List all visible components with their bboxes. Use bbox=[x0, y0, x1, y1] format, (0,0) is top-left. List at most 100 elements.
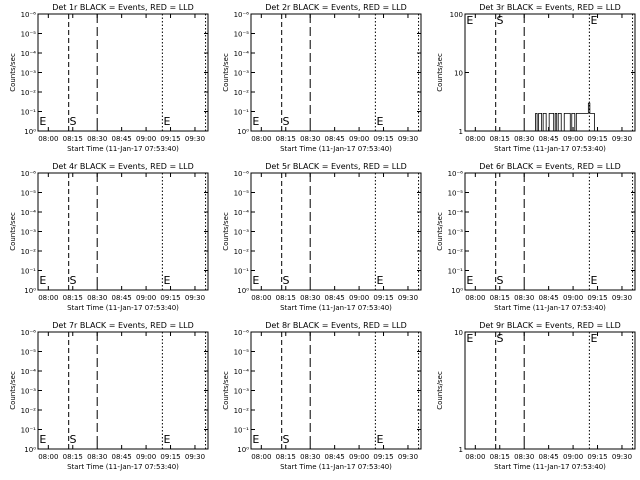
y-tick-label: 10⁰ bbox=[24, 446, 36, 454]
y-tick-label: 10⁻² bbox=[234, 407, 250, 415]
x-tick-label: 09:15 bbox=[587, 294, 607, 302]
x-tick-label: 08:30 bbox=[87, 453, 107, 461]
y-tick-label: 10⁻⁴ bbox=[234, 368, 250, 376]
chart-panel-8: Det 8r BLACK = Events, RED = LLD 10⁰ 10⁻¹ 1… bbox=[222, 321, 422, 471]
y-tick-label: 10⁻⁶ bbox=[21, 11, 37, 19]
y-tick-label: 10⁰ bbox=[451, 287, 463, 295]
y-tick-label: 10⁻⁶ bbox=[234, 170, 250, 178]
x-tick-label: 09:15 bbox=[587, 453, 607, 461]
x-tick-label: 09:15 bbox=[373, 135, 393, 143]
y-axis-label: Counts/sec bbox=[436, 371, 444, 410]
y-tick-label: 10⁻¹ bbox=[448, 268, 464, 276]
plot-frame bbox=[250, 13, 422, 132]
x-tick-label: 09:30 bbox=[185, 453, 205, 461]
y-tick-label: 10⁻¹ bbox=[21, 109, 37, 117]
x-tick-label: 08:00 bbox=[38, 453, 58, 461]
x-tick-label: 09:30 bbox=[398, 135, 418, 143]
y-tick-label: 10⁰ bbox=[237, 287, 249, 295]
x-tick-label: 09:30 bbox=[612, 135, 632, 143]
y-tick-label: 10⁻³ bbox=[448, 229, 464, 237]
y-tick-label: 1 bbox=[459, 128, 463, 136]
y-axis-label: Counts/sec bbox=[9, 371, 17, 410]
x-tick-label: 09:00 bbox=[563, 135, 583, 143]
y-tick-label: 10⁰ bbox=[237, 446, 249, 454]
y-tick-label: 10⁻³ bbox=[234, 388, 250, 396]
chart-panel-1: Det 1r BLACK = Events, RED = LLD 10⁰ 10⁻¹ 1… bbox=[9, 3, 209, 153]
events-series bbox=[535, 102, 596, 132]
x-tick-label: 09:00 bbox=[349, 453, 369, 461]
x-tick-label: 08:30 bbox=[87, 294, 107, 302]
plot-frame bbox=[464, 331, 636, 450]
x-tick-label: 09:15 bbox=[160, 135, 180, 143]
y-tick-label: 1 bbox=[459, 446, 463, 454]
x-axis-label: Start Time (11-Jan-17 07:53:40) bbox=[67, 145, 179, 153]
chart-panel-7: Det 7r BLACK = Events, RED = LLD 10⁰ 10⁻¹ 1… bbox=[9, 321, 209, 471]
x-tick-label: 08:15 bbox=[276, 294, 296, 302]
marker-letter: E bbox=[466, 274, 473, 287]
x-tick-label: 08:15 bbox=[490, 453, 510, 461]
x-tick-label: 08:45 bbox=[112, 135, 132, 143]
marker-letter: S bbox=[70, 274, 77, 287]
marker-letter: E bbox=[252, 274, 259, 287]
marker-letter: E bbox=[39, 115, 46, 128]
y-tick-label: 10⁻⁶ bbox=[448, 170, 464, 178]
marker-letter: E bbox=[590, 332, 597, 345]
x-tick-label: 08:30 bbox=[300, 453, 320, 461]
x-tick-label: 09:00 bbox=[349, 294, 369, 302]
chart-title: Det 9r BLACK = Events, RED = LLD bbox=[479, 321, 621, 330]
x-tick-label: 09:15 bbox=[160, 453, 180, 461]
y-tick-label: 10⁻² bbox=[21, 89, 37, 97]
y-tick-label: 10⁰ bbox=[24, 128, 36, 136]
y-tick-label: 10⁻³ bbox=[21, 229, 37, 237]
chart-title: Det 8r BLACK = Events, RED = LLD bbox=[265, 321, 407, 330]
x-tick-label: 08:45 bbox=[539, 453, 559, 461]
marker-letter: E bbox=[252, 433, 259, 446]
plot-frame bbox=[37, 331, 209, 450]
plot-frame bbox=[37, 13, 209, 132]
x-axis-label: Start Time (11-Jan-17 07:53:40) bbox=[494, 145, 606, 153]
x-tick-label: 09:30 bbox=[398, 453, 418, 461]
y-tick-label: 10⁻² bbox=[21, 248, 37, 256]
x-axis-label: Start Time (11-Jan-17 07:53:40) bbox=[280, 463, 392, 471]
chart-panel-5: Det 5r BLACK = Events, RED = LLD 10⁰ 10⁻¹ 1… bbox=[222, 162, 422, 312]
y-tick-label: 10⁻³ bbox=[234, 70, 250, 78]
x-tick-label: 08:30 bbox=[514, 135, 534, 143]
y-tick-label: 10⁻² bbox=[21, 407, 37, 415]
x-tick-label: 08:00 bbox=[38, 135, 58, 143]
marker-letter: S bbox=[70, 115, 77, 128]
x-axis-label: Start Time (11-Jan-17 07:53:40) bbox=[67, 463, 179, 471]
x-tick-label: 09:15 bbox=[587, 135, 607, 143]
y-tick-label: 10⁻⁶ bbox=[234, 11, 250, 19]
y-axis-label: Counts/sec bbox=[9, 53, 17, 92]
y-tick-label: 10⁻³ bbox=[234, 229, 250, 237]
y-tick-label: 10⁻² bbox=[234, 89, 250, 97]
marker-letter: E bbox=[39, 274, 46, 287]
marker-letter: E bbox=[376, 115, 383, 128]
x-tick-label: 08:15 bbox=[63, 135, 83, 143]
y-axis-label: Counts/sec bbox=[222, 371, 230, 410]
y-tick-label: 10⁻² bbox=[234, 248, 250, 256]
x-tick-label: 08:30 bbox=[87, 135, 107, 143]
plot-frame bbox=[250, 331, 422, 450]
marker-letter: E bbox=[163, 115, 170, 128]
y-tick-label: 10⁻⁴ bbox=[234, 209, 250, 217]
chart-title: Det 5r BLACK = Events, RED = LLD bbox=[265, 162, 407, 171]
marker-letter: S bbox=[497, 332, 504, 345]
marker-letter: S bbox=[497, 274, 504, 287]
y-tick-label: 10⁻⁵ bbox=[21, 190, 37, 198]
x-tick-label: 08:45 bbox=[325, 135, 345, 143]
y-tick-label: 10⁻⁶ bbox=[234, 329, 250, 337]
x-tick-label: 09:30 bbox=[185, 294, 205, 302]
y-tick-label: 10⁻⁶ bbox=[21, 170, 37, 178]
y-tick-label: 10⁰ bbox=[24, 287, 36, 295]
y-tick-label: 10⁻¹ bbox=[234, 268, 250, 276]
chart-title: Det 1r BLACK = Events, RED = LLD bbox=[52, 3, 194, 12]
marker-letter: S bbox=[70, 433, 77, 446]
x-tick-label: 09:30 bbox=[185, 135, 205, 143]
x-tick-label: 08:00 bbox=[465, 453, 485, 461]
x-tick-label: 08:00 bbox=[465, 135, 485, 143]
x-tick-label: 08:15 bbox=[276, 453, 296, 461]
y-tick-label: 10⁻³ bbox=[21, 388, 37, 396]
y-tick-label: 10⁻⁵ bbox=[21, 349, 37, 357]
x-tick-label: 08:45 bbox=[325, 453, 345, 461]
